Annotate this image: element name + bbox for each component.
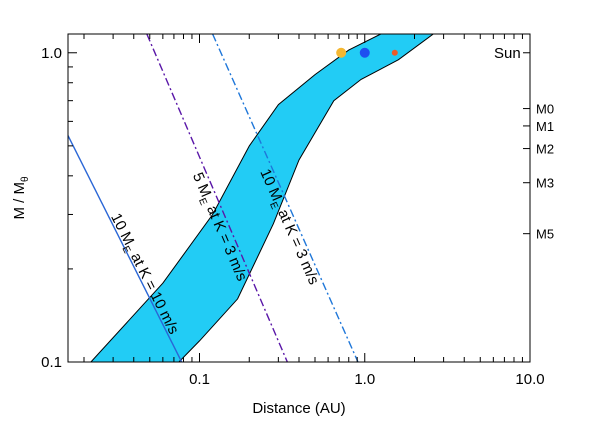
x-axis-label: Distance (AU) — [252, 400, 345, 417]
right-axis-label: M5 — [536, 227, 554, 242]
series-label-subscript: E — [196, 197, 209, 208]
axis-ticks — [68, 34, 531, 363]
habitable-zone-band — [90, 34, 435, 362]
data-point-3 — [391, 49, 398, 56]
x-tick-label: 1.0 — [354, 371, 375, 388]
series-line-3 — [211, 34, 359, 362]
series-label-subscript: E — [119, 244, 132, 255]
data-point-2 — [359, 47, 370, 58]
plot-area — [68, 34, 435, 362]
data-point-1 — [336, 47, 347, 58]
series-label-rest: at K = 3 m/s — [273, 203, 323, 287]
y-tick-label: 0.1 — [41, 354, 62, 371]
right-axis-label: M0 — [536, 102, 554, 117]
series-label-subscript: E — [267, 200, 280, 211]
series-line-2 — [146, 34, 288, 362]
right-axis-label: M3 — [536, 176, 554, 191]
y-axis-label-subscript: θ — [20, 176, 31, 182]
right-axis-label: M2 — [536, 142, 554, 157]
right-axis-label: M1 — [536, 119, 554, 134]
x-tick-label: 0.1 — [189, 371, 210, 388]
y-axis-label: M / Mθ — [11, 176, 31, 220]
series-label-text: 10 M — [107, 211, 137, 248]
x-tick-label: 10.0 — [515, 371, 544, 388]
series-line-1 — [68, 135, 183, 362]
y-tick-label: 1.0 — [41, 45, 62, 62]
tick-labels: 0.1 1.0 10.0 0.1 1.0 Sun M0 M1 M2 M3 M5 — [41, 45, 554, 388]
sun-label: Sun — [494, 45, 521, 62]
series-label-text: 5 M — [189, 170, 214, 200]
